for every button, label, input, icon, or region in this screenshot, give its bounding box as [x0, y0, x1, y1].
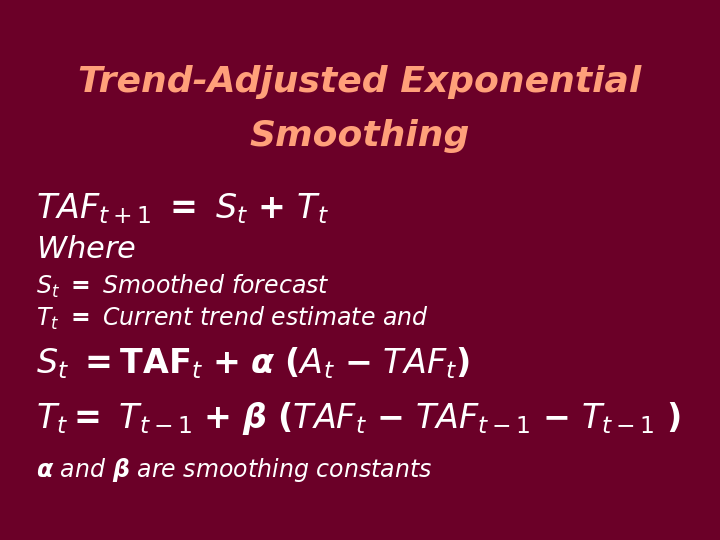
Text: $\mathbf{\mathit{TAF}}_{\mathbf{\mathit{t+1}}}\ \mathbf{=}\ \mathbf{\mathit{S}}_: $\mathbf{\mathit{TAF}}_{\mathbf{\mathit{…	[36, 192, 329, 226]
Text: $\mathbf{\mathit{T}}_{\mathbf{\mathit{t}}}\mathbf{=}\ \mathbf{\mathit{T}}_{\math: $\mathbf{\mathit{T}}_{\mathbf{\mathit{t}…	[36, 400, 680, 437]
Text: $\mathbf{\mathit{S}}_{\mathbf{\mathit{t}}}\ \mathbf{=}\ \mathbf{\mathit{Smoothed: $\mathbf{\mathit{S}}_{\mathbf{\mathit{t}…	[36, 273, 330, 300]
Text: $\mathbf{\mathit{Where}}$: $\mathbf{\mathit{Where}}$	[36, 235, 136, 264]
Text: Smoothing: Smoothing	[250, 119, 470, 153]
Text: $\boldsymbol{\alpha}\ \mathbf{\mathit{and}}\ \boldsymbol{\beta}\ \mathbf{\mathit: $\boldsymbol{\alpha}\ \mathbf{\mathit{an…	[36, 456, 432, 484]
Text: Trend-Adjusted Exponential: Trend-Adjusted Exponential	[78, 65, 642, 99]
Text: $\mathbf{\mathit{T}}_{\mathbf{\mathit{t}}}\ \mathbf{=}\ \mathbf{\mathit{Current\: $\mathbf{\mathit{T}}_{\mathbf{\mathit{t}…	[36, 305, 429, 332]
Text: $\mathbf{\mathit{S}}_{\mathbf{\mathit{t}}}\ \mathbf{=TAF}_{\mathbf{\mathit{t}}}\: $\mathbf{\mathit{S}}_{\mathbf{\mathit{t}…	[36, 346, 470, 381]
